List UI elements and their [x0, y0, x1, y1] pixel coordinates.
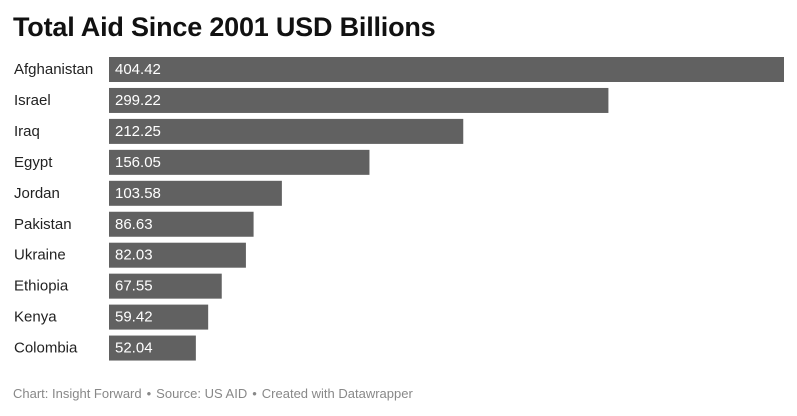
- bar: [109, 87, 609, 113]
- category-label: Jordan: [14, 185, 60, 202]
- bar: [109, 149, 370, 175]
- category-label: Egypt: [14, 154, 53, 171]
- category-label: Colombia: [14, 340, 78, 357]
- category-label: Pakistan: [14, 216, 72, 233]
- chart-title: Total Aid Since 2001 USD Billions: [13, 12, 436, 42]
- bar-value-label: 404.42: [115, 61, 161, 78]
- category-label: Ethiopia: [14, 278, 69, 295]
- bar-value-label: 82.03: [115, 247, 153, 264]
- created-with-text: Created with Datawrapper: [261, 386, 413, 401]
- bar-value-label: 59.42: [115, 309, 153, 326]
- bar: [109, 118, 464, 144]
- bar-value-label: 52.04: [115, 340, 153, 357]
- bar: [109, 335, 196, 361]
- category-label: Afghanistan: [14, 61, 93, 78]
- bar-value-label: 86.63: [115, 216, 153, 233]
- category-label: Iraq: [14, 123, 40, 140]
- chart-credit: Chart: Insight Forward: [13, 386, 142, 401]
- source-text: Source: US AID: [156, 386, 248, 401]
- bar-value-label: 67.55: [115, 278, 153, 295]
- footer-separator: •: [252, 386, 257, 401]
- bar: [109, 180, 282, 206]
- bar: [109, 211, 254, 237]
- bars-layer: Afghanistan 404.42 Israel 299.22 Iraq 212.25 E…: [14, 57, 784, 361]
- bar-value-label: 103.58: [115, 185, 161, 202]
- footer-separator: •: [146, 386, 152, 401]
- bar: [109, 242, 246, 268]
- category-label: Kenya: [14, 309, 57, 326]
- chart-footer: Chart: Insight Forward • Source: US AID • Cr…: [13, 386, 413, 401]
- bar-value-label: 212.25: [115, 123, 161, 140]
- bar-value-label: 299.22: [115, 92, 161, 109]
- bar: [109, 57, 784, 82]
- bar-value-label: 156.05: [115, 154, 161, 171]
- bar: [109, 273, 222, 299]
- category-label: Israel: [14, 92, 51, 109]
- category-label: Ukraine: [14, 247, 66, 264]
- bar: [109, 304, 209, 330]
